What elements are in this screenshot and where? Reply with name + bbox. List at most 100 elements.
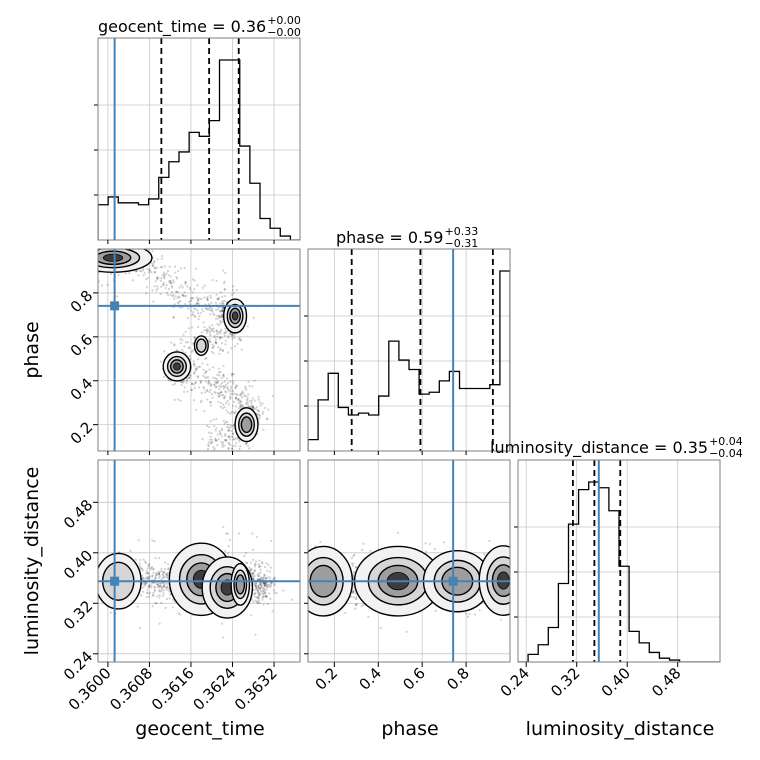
sample-point bbox=[232, 382, 235, 385]
sample-point bbox=[92, 580, 94, 582]
sample-point bbox=[265, 417, 268, 420]
sample-point bbox=[166, 563, 170, 566]
sample-point bbox=[313, 545, 317, 548]
sample-point bbox=[259, 568, 262, 571]
sample-point bbox=[220, 401, 223, 405]
sample-point bbox=[138, 269, 142, 272]
sample-point bbox=[262, 575, 265, 578]
sample-point bbox=[141, 577, 144, 580]
sample-point bbox=[233, 334, 236, 337]
sample-point bbox=[170, 285, 173, 288]
sample-point bbox=[204, 370, 208, 373]
sample-point bbox=[351, 590, 355, 593]
sample-point bbox=[499, 618, 503, 621]
x-axis-label-geocent_time: geocent_time bbox=[135, 718, 264, 740]
sample-point bbox=[226, 455, 228, 457]
sample-point bbox=[205, 331, 209, 335]
sample-point bbox=[222, 282, 226, 285]
sample-point bbox=[263, 582, 266, 585]
sample-point bbox=[218, 352, 221, 356]
sample-point bbox=[473, 613, 477, 616]
sample-point bbox=[191, 297, 195, 300]
sample-point bbox=[195, 302, 199, 305]
sample-point bbox=[260, 590, 263, 593]
sample-point bbox=[226, 552, 230, 555]
sample-point bbox=[204, 391, 207, 394]
sample-point bbox=[229, 380, 232, 383]
sample-point bbox=[183, 345, 186, 348]
sample-point bbox=[162, 594, 165, 597]
sample-point bbox=[223, 294, 226, 298]
sample-point bbox=[219, 310, 222, 313]
sample-point bbox=[175, 290, 178, 294]
x-tick-label-luminosity_distance: 0.24 bbox=[497, 664, 533, 700]
sample-point bbox=[159, 279, 162, 282]
sample-point bbox=[193, 372, 196, 375]
sample-point bbox=[220, 328, 223, 331]
sample-point bbox=[218, 324, 221, 327]
density-contour bbox=[231, 311, 239, 321]
sample-point bbox=[173, 303, 176, 306]
sample-point bbox=[247, 405, 250, 408]
sample-point bbox=[225, 401, 228, 405]
density-contour bbox=[173, 362, 181, 371]
sample-point bbox=[256, 408, 259, 412]
sample-point bbox=[263, 582, 267, 585]
sample-point bbox=[182, 390, 186, 393]
sample-point bbox=[226, 400, 229, 403]
sample-point bbox=[268, 583, 271, 587]
sample-point bbox=[221, 318, 224, 321]
sample-point bbox=[183, 294, 186, 298]
sample-point bbox=[162, 575, 165, 578]
sample-point bbox=[153, 585, 157, 588]
sample-point bbox=[160, 588, 163, 591]
sample-point bbox=[202, 321, 205, 324]
sample-point bbox=[252, 577, 255, 580]
sample-point bbox=[165, 575, 169, 579]
sample-point bbox=[250, 572, 253, 575]
sample-point bbox=[216, 381, 219, 384]
sample-point bbox=[257, 599, 261, 602]
sample-point bbox=[259, 586, 262, 589]
sample-point bbox=[145, 278, 148, 281]
x-tick-label-geocent_time: 0.3624 bbox=[189, 664, 239, 714]
sample-point bbox=[354, 566, 357, 569]
sample-point bbox=[250, 404, 253, 407]
sample-point bbox=[208, 368, 211, 371]
sample-point bbox=[350, 595, 353, 598]
sample-point bbox=[286, 599, 288, 601]
sample-point bbox=[152, 567, 155, 570]
sample-point bbox=[255, 601, 258, 604]
sample-point bbox=[211, 396, 214, 400]
sample-point bbox=[159, 570, 162, 573]
sample-point bbox=[151, 565, 154, 569]
sample-point bbox=[229, 396, 232, 399]
sample-point bbox=[223, 422, 226, 425]
sample-point bbox=[172, 316, 175, 319]
y-tick-label-phase: 0.6 bbox=[67, 330, 97, 360]
sample-point bbox=[220, 429, 224, 432]
sample-point bbox=[155, 602, 158, 605]
sample-point bbox=[218, 319, 222, 323]
diag-panel-geocent_time bbox=[94, 38, 300, 240]
sample-point bbox=[151, 249, 154, 253]
sample-point bbox=[208, 438, 212, 441]
sample-point bbox=[172, 279, 175, 282]
sample-point bbox=[154, 572, 158, 575]
sample-point bbox=[217, 314, 220, 317]
sample-point bbox=[224, 339, 227, 342]
sample-point bbox=[147, 564, 150, 568]
sample-point bbox=[241, 405, 244, 408]
sample-point bbox=[236, 437, 239, 440]
sample-point bbox=[144, 560, 147, 563]
sample-point bbox=[193, 336, 196, 339]
sample-point bbox=[148, 575, 151, 578]
sample-point bbox=[220, 390, 223, 394]
sample-point bbox=[220, 622, 224, 625]
sample-point bbox=[219, 332, 222, 335]
sample-point bbox=[161, 274, 164, 277]
scatter-panel-phase-luminosity_distance bbox=[286, 460, 510, 662]
sample-point bbox=[147, 571, 150, 574]
sample-point bbox=[157, 582, 160, 585]
sample-point bbox=[165, 588, 169, 591]
